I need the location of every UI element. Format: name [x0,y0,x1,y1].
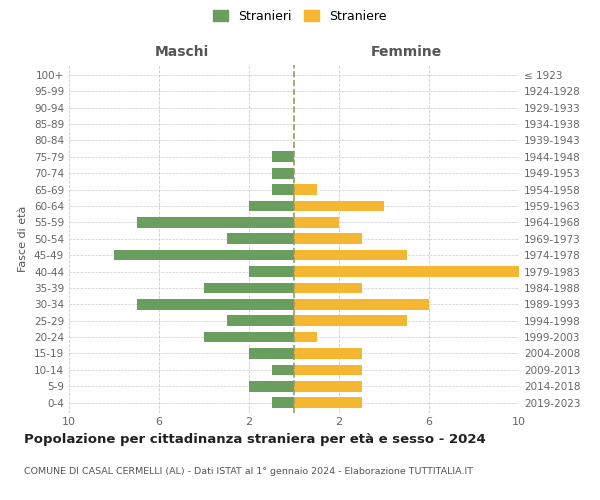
Bar [294,299,429,310]
Bar [294,348,361,359]
Bar [204,282,294,294]
Bar [137,217,294,228]
Text: Popolazione per cittadinanza straniera per età e sesso - 2024: Popolazione per cittadinanza straniera p… [24,432,486,446]
Bar [249,266,294,277]
Bar [294,282,361,294]
Bar [294,250,407,260]
Bar [271,364,294,375]
Bar [249,200,294,211]
Bar [271,398,294,408]
Bar [114,250,294,260]
Bar [294,266,519,277]
Y-axis label: Fasce di età: Fasce di età [19,206,28,272]
Bar [294,381,361,392]
Bar [294,217,339,228]
Bar [271,168,294,178]
Bar [204,332,294,342]
Bar [227,234,294,244]
Bar [249,348,294,359]
Bar [294,234,361,244]
Bar [294,200,384,211]
Bar [294,398,361,408]
Text: COMUNE DI CASAL CERMELLI (AL) - Dati ISTAT al 1° gennaio 2024 - Elaborazione TUT: COMUNE DI CASAL CERMELLI (AL) - Dati IST… [24,468,473,476]
Y-axis label: Anni di nascita: Anni di nascita [597,198,600,280]
Bar [271,184,294,195]
Bar [227,316,294,326]
Bar [294,332,317,342]
Text: Femmine: Femmine [371,46,442,60]
Bar [294,316,407,326]
Bar [294,184,317,195]
Text: Maschi: Maschi [154,46,209,60]
Bar [271,152,294,162]
Bar [249,381,294,392]
Bar [294,364,361,375]
Bar [137,299,294,310]
Legend: Stranieri, Straniere: Stranieri, Straniere [211,7,389,25]
